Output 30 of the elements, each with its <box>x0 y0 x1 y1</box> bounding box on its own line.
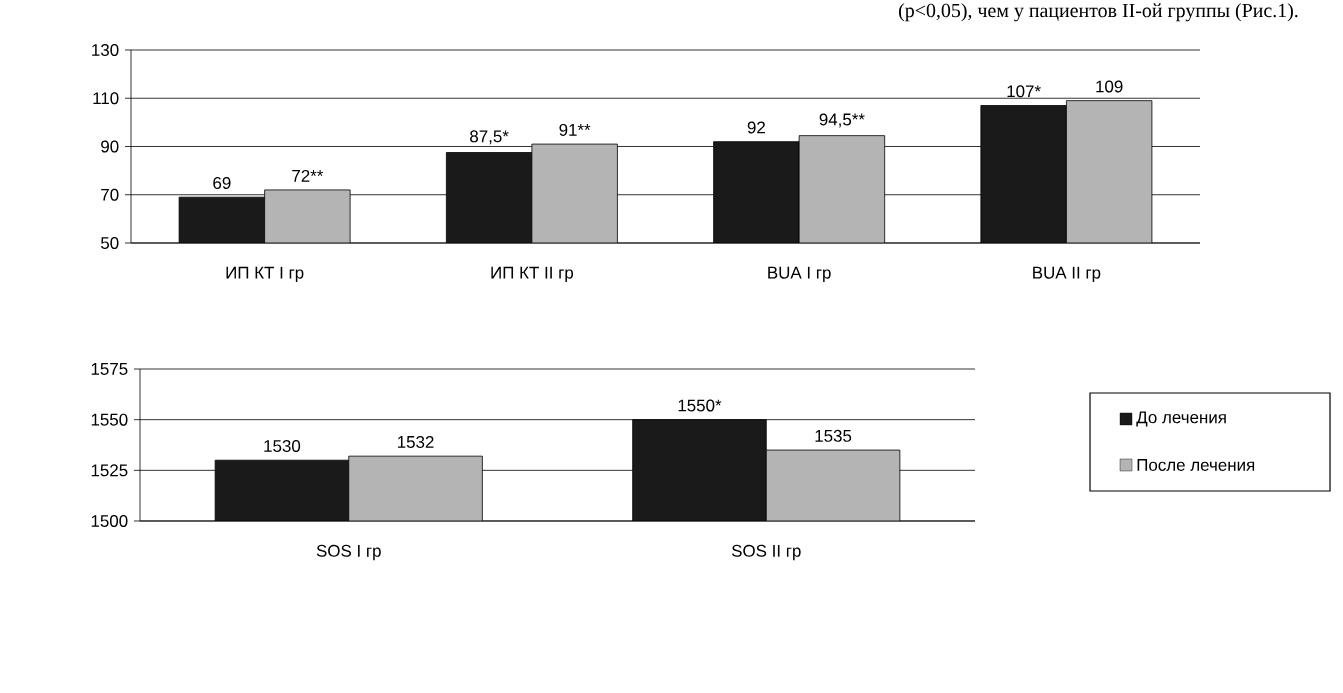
text: (р<0,05), чем у пациентов II-ой группы (Рис.1). <box>899 3 1298 22</box>
x-tick-label: ИП КТ I гр <box>226 266 304 282</box>
data-label: 87,5* <box>470 130 509 145</box>
y-tick-label: 90 <box>101 140 119 153</box>
x-tick-label: BUA II гр <box>1033 266 1101 282</box>
y-tick-label: 50 <box>100 236 119 249</box>
y-tick-label: 1525 <box>91 464 128 477</box>
data-label: 1532 <box>398 435 434 448</box>
data-label: 92 <box>747 121 765 134</box>
data-label: 94,5** <box>819 113 865 128</box>
data-label: 69 <box>213 176 231 189</box>
legend-label: До лечения <box>1136 411 1226 427</box>
data-label: 72** <box>292 169 324 182</box>
data-label: 107* <box>1007 85 1041 98</box>
y-tick-label: 1550 <box>91 413 128 426</box>
y-tick-label: 130 <box>92 44 119 56</box>
x-tick-label: BUA I гр <box>768 266 831 282</box>
y-tick-label: 110 <box>93 92 119 105</box>
data-label: 1535 <box>815 429 852 442</box>
y-tick-label: 1575 <box>91 363 128 375</box>
y-tick-label: 70 <box>101 188 119 201</box>
legend-label: После лечения <box>1137 459 1255 471</box>
data-label: 1550* <box>678 399 722 412</box>
x-tick-label: ИП КТ II гр <box>491 266 574 282</box>
data-label: 1530 <box>264 440 301 453</box>
x-tick-label: SOS I гр <box>316 544 381 561</box>
x-tick-label: SOS II гр <box>731 544 801 561</box>
y-tick-label: 1500 <box>91 515 128 527</box>
data-label: 109 <box>1096 80 1123 93</box>
data-label: 91** <box>559 123 591 136</box>
